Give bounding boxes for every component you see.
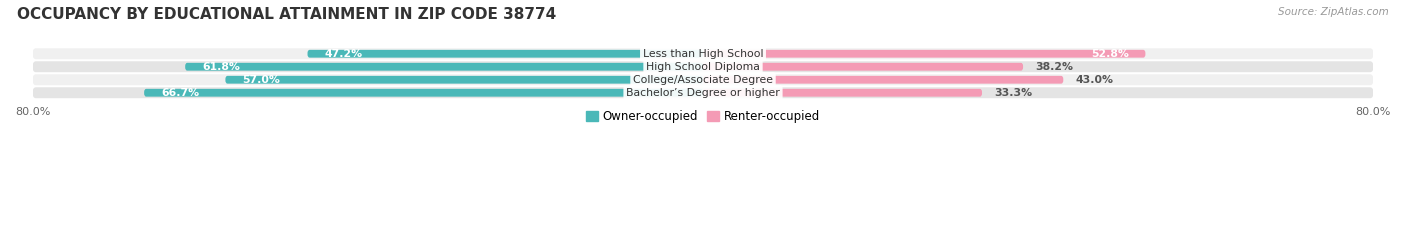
FancyBboxPatch shape — [32, 48, 1374, 59]
FancyBboxPatch shape — [32, 74, 1374, 85]
FancyBboxPatch shape — [703, 89, 981, 97]
Text: 33.3%: 33.3% — [994, 88, 1033, 98]
Text: High School Diploma: High School Diploma — [647, 62, 759, 72]
Text: 43.0%: 43.0% — [1076, 75, 1114, 85]
Text: Bachelor’s Degree or higher: Bachelor’s Degree or higher — [626, 88, 780, 98]
FancyBboxPatch shape — [703, 50, 1146, 58]
FancyBboxPatch shape — [145, 89, 703, 97]
Text: 52.8%: 52.8% — [1091, 49, 1129, 59]
Legend: Owner-occupied, Renter-occupied: Owner-occupied, Renter-occupied — [581, 105, 825, 128]
FancyBboxPatch shape — [32, 61, 1374, 72]
Text: Less than High School: Less than High School — [643, 49, 763, 59]
Text: OCCUPANCY BY EDUCATIONAL ATTAINMENT IN ZIP CODE 38774: OCCUPANCY BY EDUCATIONAL ATTAINMENT IN Z… — [17, 7, 557, 22]
FancyBboxPatch shape — [308, 50, 703, 58]
Text: 57.0%: 57.0% — [242, 75, 280, 85]
Text: College/Associate Degree: College/Associate Degree — [633, 75, 773, 85]
FancyBboxPatch shape — [186, 63, 703, 71]
Text: 61.8%: 61.8% — [202, 62, 240, 72]
Text: Source: ZipAtlas.com: Source: ZipAtlas.com — [1278, 7, 1389, 17]
FancyBboxPatch shape — [32, 87, 1374, 98]
FancyBboxPatch shape — [703, 76, 1063, 84]
Text: 47.2%: 47.2% — [325, 49, 363, 59]
FancyBboxPatch shape — [225, 76, 703, 84]
FancyBboxPatch shape — [703, 63, 1024, 71]
Text: 38.2%: 38.2% — [1036, 62, 1074, 72]
Text: 66.7%: 66.7% — [160, 88, 200, 98]
